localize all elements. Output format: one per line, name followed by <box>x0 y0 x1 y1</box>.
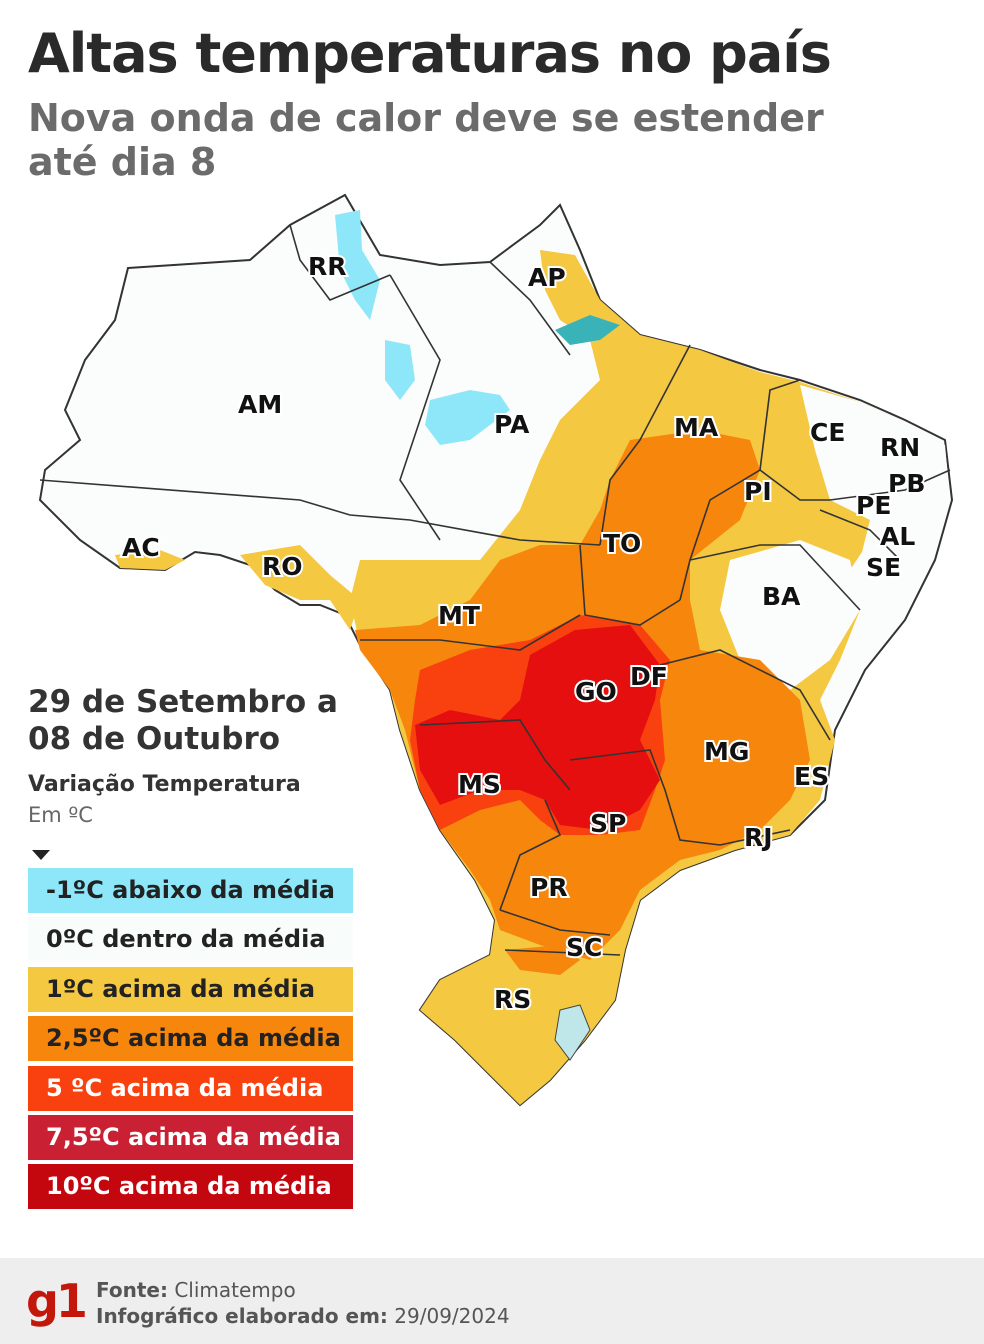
state-label: PE <box>856 491 891 520</box>
legend-item: 1ºC acima da média <box>28 966 353 1012</box>
state-label: SE <box>866 553 901 582</box>
zone-0c-ba <box>720 540 860 690</box>
zone-1c-ac <box>115 550 185 570</box>
legend-unit: Em ºC <box>28 803 93 827</box>
g1-logo: g1 <box>26 1274 88 1328</box>
state-label: ES <box>794 762 829 791</box>
legend-item: -1ºC abaixo da média <box>28 868 353 913</box>
made-label: Infográfico elaborado em: <box>96 1304 388 1328</box>
made-value: 29/09/2024 <box>394 1304 510 1328</box>
state-label: RS <box>494 985 531 1014</box>
page-subtitle: Nova onda de calor deve se estender até … <box>28 96 824 184</box>
state-labels: RR AP AM PA MA CE RN PB PE AL SE PI AC R… <box>120 250 927 1016</box>
state-label: PI <box>744 477 772 506</box>
state-label: MT <box>438 601 480 630</box>
zone-minus-1c-am <box>385 340 415 400</box>
state-label: AC <box>122 533 160 562</box>
state-label: RJ <box>744 823 773 852</box>
state-label: RR <box>308 252 347 281</box>
state-label: RN <box>880 433 920 462</box>
marajo-island <box>555 315 620 345</box>
arrow-down-icon <box>32 850 50 860</box>
state-label: DF <box>630 662 668 691</box>
state-label: SC <box>566 933 602 962</box>
legend: -1ºC abaixo da média 0ºC dentro da média… <box>28 868 353 1214</box>
state-label: GO <box>575 677 617 706</box>
legend-item: 10ºC acima da média <box>28 1164 353 1210</box>
footer: g1 Fonte: Climatempo Infográfico elabora… <box>0 1258 984 1344</box>
state-borders <box>39 224 951 956</box>
state-label: MS <box>458 770 501 799</box>
zone-0c-ne <box>800 385 950 610</box>
state-label: TO <box>603 529 641 558</box>
state-label: PR <box>530 873 568 902</box>
zone-10c <box>415 625 660 830</box>
period-label: 29 de Setembro a 08 de Outubro <box>28 684 338 757</box>
zone-minus-1c-pa <box>425 390 510 445</box>
state-label: MA <box>674 413 719 442</box>
legend-item: 0ºC dentro da média <box>28 917 353 963</box>
source-label: Fonte: <box>96 1278 168 1302</box>
source-value: Climatempo <box>174 1278 296 1302</box>
zone-1c-west <box>240 545 360 630</box>
made-line: Infográfico elaborado em: 29/09/2024 <box>96 1304 510 1328</box>
lagoa-dos-patos <box>554 1004 591 1061</box>
brazil-temperature-map: RR AP AM PA MA CE RN PB PE AL SE PI AC R… <box>38 193 954 1107</box>
state-label: PA <box>494 410 530 439</box>
state-label: PB <box>888 469 925 498</box>
state-label: AL <box>880 522 915 551</box>
legend-title: Variação Temperatura <box>28 772 301 797</box>
state-label: RO <box>262 552 303 581</box>
state-label: CE <box>810 418 845 447</box>
page-title: Altas temperaturas no país <box>28 22 832 85</box>
state-label: BA <box>762 582 801 611</box>
state-label: MG <box>704 737 749 766</box>
legend-item: 7,5ºC acima da média <box>28 1114 353 1160</box>
state-label: AM <box>238 390 282 419</box>
legend-item: 2,5ºC acima da média <box>28 1016 353 1062</box>
state-label: SP <box>590 809 626 838</box>
source-line: Fonte: Climatempo <box>96 1278 296 1302</box>
zone-minus-1c-rr <box>335 210 380 320</box>
state-label: AP <box>528 263 566 292</box>
legend-item: 5 ºC acima da média <box>28 1065 353 1111</box>
